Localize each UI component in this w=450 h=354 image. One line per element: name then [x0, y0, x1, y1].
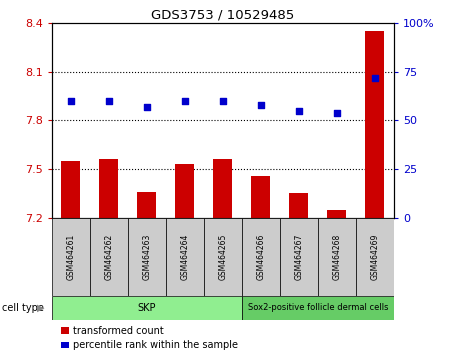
Bar [175, 164, 194, 218]
Text: GSM464266: GSM464266 [256, 233, 265, 280]
Text: transformed count: transformed count [73, 326, 164, 336]
Bar [318, 218, 356, 296]
Bar [251, 176, 270, 218]
Text: SKP: SKP [138, 303, 156, 313]
Bar [52, 218, 90, 296]
Bar [204, 218, 242, 296]
Bar [280, 218, 318, 296]
Point [143, 104, 150, 110]
Bar [90, 218, 128, 296]
Bar [356, 218, 394, 296]
Bar [61, 161, 80, 218]
Bar [128, 218, 166, 296]
Point [105, 98, 112, 104]
Point [67, 98, 74, 104]
Title: GDS3753 / 10529485: GDS3753 / 10529485 [151, 9, 294, 22]
Bar [242, 218, 280, 296]
Text: GSM464264: GSM464264 [180, 233, 189, 280]
Point [371, 75, 378, 80]
Text: percentile rank within the sample: percentile rank within the sample [73, 340, 238, 350]
Bar [365, 31, 384, 218]
Text: GSM464263: GSM464263 [142, 233, 151, 280]
Text: GSM464265: GSM464265 [218, 233, 227, 280]
Point [295, 108, 302, 113]
Bar [99, 159, 118, 218]
Text: GSM464267: GSM464267 [294, 233, 303, 280]
Point [181, 98, 189, 104]
Text: cell type: cell type [2, 303, 44, 313]
Bar [289, 193, 308, 218]
Text: GSM464269: GSM464269 [370, 233, 379, 280]
Bar [137, 192, 156, 218]
Bar [213, 159, 232, 218]
Point [257, 102, 264, 108]
Point [219, 98, 226, 104]
Bar [166, 218, 204, 296]
Text: ▶: ▶ [37, 303, 45, 313]
Bar [327, 210, 346, 218]
Text: GSM464268: GSM464268 [332, 234, 341, 280]
Text: GSM464262: GSM464262 [104, 234, 113, 280]
Text: Sox2-positive follicle dermal cells: Sox2-positive follicle dermal cells [248, 303, 388, 313]
Bar [242, 296, 394, 320]
Text: GSM464261: GSM464261 [66, 234, 75, 280]
Bar [52, 296, 242, 320]
Point [333, 110, 340, 115]
